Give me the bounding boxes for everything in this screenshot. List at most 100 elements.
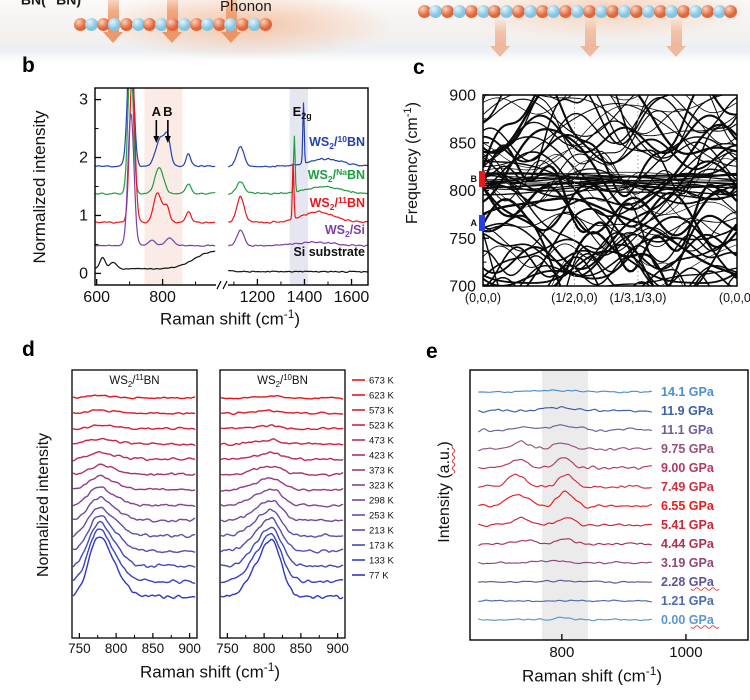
phonon-band xyxy=(483,95,737,115)
boron-atom-icon xyxy=(441,4,455,18)
nitrogen-atom-icon xyxy=(201,17,215,31)
boron-atom-icon xyxy=(582,4,596,18)
pressure-curve xyxy=(478,424,652,433)
boron-atom-icon xyxy=(464,4,478,18)
boron-atom-icon xyxy=(488,4,502,18)
temperature-curve xyxy=(220,465,344,477)
down-arrow-icon xyxy=(164,136,171,143)
temperature-curve xyxy=(72,424,196,431)
temperature-curve xyxy=(72,506,196,539)
down-arrow-icon xyxy=(153,136,160,143)
temperature-curve xyxy=(72,536,196,600)
phonon-arrow-down-icon xyxy=(220,0,242,43)
x-tick-label: 900 xyxy=(178,641,201,656)
phonon-band xyxy=(483,225,737,278)
phonon-band xyxy=(483,232,737,262)
y-tick-label: 800 xyxy=(449,183,476,200)
panel-a-schematic: 10BN(11BN) Phonon xyxy=(0,0,750,62)
temperature-curve xyxy=(72,409,196,415)
boron-atom-icon xyxy=(559,4,573,18)
pressure-label: 5.41 GPa xyxy=(661,518,715,532)
x-tick-label: 800 xyxy=(549,644,574,661)
pressure-curve xyxy=(478,473,652,489)
temperature-curve xyxy=(72,515,196,554)
phonon-band xyxy=(483,95,737,156)
spectra-curves xyxy=(95,88,368,273)
legend-label: 373 K xyxy=(369,466,394,477)
temperature-curve xyxy=(72,451,196,462)
phonon-band xyxy=(483,142,737,215)
panel-d-xlabel: Raman shift (cm-1) xyxy=(140,660,280,682)
phonon-band xyxy=(483,151,737,218)
phonon-band xyxy=(483,156,737,212)
phonon-band xyxy=(483,246,733,286)
legend-label: 133 K xyxy=(369,556,394,567)
legend-label: 423 K xyxy=(369,451,394,462)
spectrum-curve xyxy=(95,88,216,224)
panel-d-ylabel: Normalized intensity xyxy=(35,432,52,578)
panel-c-ylabel: Frequency (cm-1) xyxy=(401,102,422,224)
x-tick-label: 850 xyxy=(142,641,165,656)
boron-atom-icon xyxy=(73,17,87,31)
x-tick-label: 850 xyxy=(290,641,313,656)
pressure-label: 9.00 GPa xyxy=(661,461,715,475)
boron-atom-icon xyxy=(724,4,738,18)
pressure-curve xyxy=(478,490,652,509)
boron-atom-icon xyxy=(629,4,643,18)
phonon-band xyxy=(483,182,737,249)
pressure-label: 11.1 GPa xyxy=(661,423,714,437)
x-tick-label: 1200 xyxy=(240,289,276,306)
panel-letter-e: e xyxy=(426,340,438,363)
x-tick-label: 1000 xyxy=(669,644,702,661)
phonon-arrow-down-icon xyxy=(665,20,687,57)
panel-d-temperature-raman-chart: WS2/11BN 750 800 850 900 WS2/10BN 750 800 850 900… xyxy=(68,369,394,656)
x-tick-label: 900 xyxy=(326,641,349,656)
panel-letter-d: d xyxy=(22,338,35,361)
series-label: WS2/10BN xyxy=(309,134,365,151)
x-tick-label: 750 xyxy=(216,641,239,656)
spectra-curves xyxy=(72,394,196,600)
legend-label: 323 K xyxy=(369,481,394,492)
nitrogen-atom-icon xyxy=(570,4,584,18)
y-tick-label: 750 xyxy=(449,231,476,248)
spectrum-curve xyxy=(228,163,368,224)
nitrogen-atom-icon xyxy=(523,4,537,18)
temperature-legend: 673 K 623 K 573 K 523 K 473 K 423 K 373 K 323 K… xyxy=(352,376,394,582)
pressure-curve xyxy=(478,406,652,413)
boron-atom-icon xyxy=(166,17,180,31)
nitrogen-atom-icon xyxy=(154,17,168,31)
nitrogen-atom-icon xyxy=(131,17,145,31)
boron-atom-icon xyxy=(700,4,714,18)
panel-b-raman-substrates-chart: WS2/10BN WS2/NaBN WS2/11BN WS2/Si Si substra… xyxy=(79,87,369,306)
nitrogen-atom-icon xyxy=(224,17,238,31)
nitrogen-atom-icon xyxy=(500,4,514,18)
temperature-curve xyxy=(220,477,344,492)
spectrum-curve xyxy=(228,102,368,168)
subplot-title: WS2/10BN xyxy=(257,373,308,389)
panel-c-phonon-dispersion-chart: 700 750 800 850 900 (0,0,0) (1/2,0,0) (1/3,1/3,… xyxy=(449,88,750,306)
phonon-flat-band xyxy=(483,181,737,190)
nitrogen-atom-icon xyxy=(712,4,726,18)
spellcheck-underline xyxy=(690,587,720,591)
legend-label: 573 K xyxy=(369,406,394,417)
nitrogen-atom-icon xyxy=(665,4,679,18)
temperature-curve xyxy=(72,463,196,476)
y-tick-label: 0 xyxy=(79,265,88,282)
panel-b-xlabel: Raman shift (cm-1) xyxy=(160,307,300,329)
boron-atom-icon xyxy=(143,17,157,31)
series-label: WS2/Si xyxy=(325,223,365,239)
phonon-band xyxy=(483,95,726,172)
pressure-label: 1.21 GPa xyxy=(661,594,715,608)
panel-b-ylabel: Normalized intensity xyxy=(30,110,49,264)
phonon-band xyxy=(483,153,737,220)
pressure-curve xyxy=(478,538,652,546)
kpoint-label: (1/2,0,0) xyxy=(551,291,598,305)
panel-e-pressure-raman-chart: 14.1 GPa 11.9 GPa 11.1 GPa 9.75 GPa 9.00 GPa… xyxy=(469,369,749,661)
legend-label: 253 K xyxy=(369,511,394,522)
boron-atom-icon xyxy=(653,4,667,18)
x-tick-label: 800 xyxy=(149,289,176,306)
mode-marker-label: B xyxy=(471,174,478,184)
temperature-curve xyxy=(220,516,344,554)
boron-atom-icon xyxy=(417,4,431,18)
